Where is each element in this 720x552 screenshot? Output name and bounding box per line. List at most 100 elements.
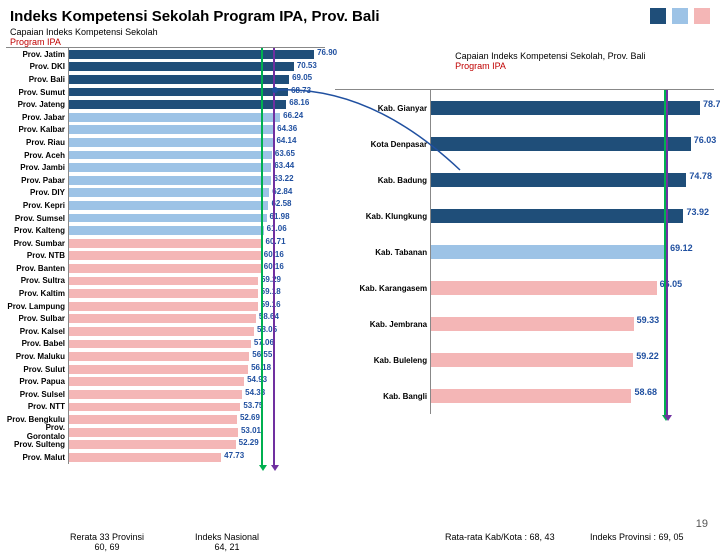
bar-value: 54.93 (247, 375, 267, 384)
bar-label: Prov. Jabar (6, 113, 68, 122)
bar-area: 63.65 (68, 149, 325, 162)
bar-label: Kab. Buleleng (335, 356, 430, 365)
bar-row: Prov. Sulbar58.64 (6, 312, 325, 325)
bar-row: Prov. Sultra59.29 (6, 275, 325, 288)
bar (69, 314, 256, 323)
bar-label: Prov. Kalteng (6, 226, 68, 235)
bar-area: 64.14 (68, 136, 325, 149)
bar-value: 59.22 (636, 351, 659, 361)
bar-area: 63.44 (68, 161, 325, 174)
bar-label: Prov. Aceh (6, 151, 68, 160)
bar-label: Prov. Sumbar (6, 239, 68, 248)
reference-arrow-icon (664, 415, 672, 421)
bar (69, 100, 286, 109)
bar-label: Prov. Papua (6, 377, 68, 386)
bar-value: 47.73 (224, 451, 244, 460)
bar-area: 60.16 (68, 250, 325, 263)
bar-row: Prov. Sumbar 60.71 (6, 237, 325, 250)
bar-area: 74.78 (430, 162, 714, 198)
bar-value: 69.12 (670, 243, 693, 253)
footer-l1: Rerata 33 Provinsi (70, 532, 144, 542)
bar-row: Prov. Kepri62.58 (6, 199, 325, 212)
bar-value: 62.84 (272, 187, 292, 196)
footer-label: Rerata 33 Provinsi60, 69 (70, 532, 144, 552)
bar-area: 61.06 (68, 224, 325, 237)
left-subtitle-l1: Capaian Indeks Kompetensi Sekolah (10, 27, 710, 37)
bar-label: Prov. Lampung (6, 302, 68, 311)
bar-row: Prov. Sumsel61.98 (6, 212, 325, 225)
bar-label: Kab. Jembrana (335, 320, 430, 329)
bar-value: 68.73 (291, 86, 311, 95)
bar-row: Kab. Bangli58.68 (335, 378, 714, 414)
bar (69, 201, 268, 210)
bar-row: Prov. Papua 54.93 (6, 375, 325, 388)
bar-row: Prov. Bali 69.05 (6, 73, 325, 86)
bar-row: Prov. Kaltim59.18 (6, 287, 325, 300)
bar (69, 377, 244, 386)
left-chart: Prov. Jatim76.90Prov. DKI70.53Prov. Bali… (6, 47, 325, 464)
bar (69, 327, 254, 336)
bar-label: Prov. Bali (6, 75, 68, 84)
bar-value: 76.03 (694, 135, 717, 145)
bar-area: 56.18 (68, 363, 325, 376)
bar-area: 66.05 (430, 270, 714, 306)
bar-value: 53.01 (241, 426, 261, 435)
bar-value: 73.92 (686, 207, 709, 217)
bar (431, 389, 631, 403)
left-bars: Prov. Jatim76.90Prov. DKI70.53Prov. Bali… (6, 47, 325, 464)
bar (69, 251, 261, 260)
bar (431, 173, 686, 187)
bar (431, 281, 657, 295)
bar (69, 340, 251, 349)
bar-area: 53.01 (68, 426, 325, 439)
bar (69, 302, 258, 311)
bar (69, 176, 271, 185)
bar-value: 66.24 (283, 111, 303, 120)
bar-row: Prov. Kalteng 61.06 (6, 224, 325, 237)
bar-area: 58.68 (430, 378, 714, 414)
bar-row: Prov. Sulut56.18 (6, 363, 325, 376)
bar (69, 88, 288, 97)
bar (69, 352, 249, 361)
bar-row: Prov. Gorontalo 53.01 (6, 426, 325, 439)
bar-label: Prov. Gorontalo (6, 423, 68, 441)
bar-value: 61.06 (267, 224, 287, 233)
bar-area: 53.75 (68, 401, 325, 414)
bar-row: Prov. Maluku56.55 (6, 350, 325, 363)
bar (69, 62, 294, 71)
bar-label: Prov. Jateng (6, 100, 68, 109)
bar-area: 52.69 (68, 413, 325, 426)
bar-value: 60.71 (266, 237, 286, 246)
bar-value: 69.05 (292, 73, 312, 82)
bar (69, 226, 264, 235)
bar-area: 54.93 (68, 375, 325, 388)
bar-label: Prov. NTB (6, 251, 68, 260)
bar-label: Prov. Kalsel (6, 327, 68, 336)
page-number: 19 (696, 518, 708, 530)
reference-line (273, 48, 275, 465)
bar-row: Prov. Babel57.06 (6, 338, 325, 351)
bar-value: 59.33 (637, 315, 660, 325)
bar (69, 415, 237, 424)
bar (69, 403, 240, 412)
bar (69, 151, 272, 160)
bar (431, 353, 633, 367)
bar-label: Kab. Karangasem (335, 284, 430, 293)
bar-area: 57.06 (68, 338, 325, 351)
bar-area: 59.33 (430, 306, 714, 342)
bar-row: Kab. Klungkung73.92 (335, 198, 714, 234)
bar-area: 62.84 (68, 187, 325, 200)
bar-area: 60.71 (68, 237, 325, 250)
footer-label: Indeks Provinsi : 69, 05 (590, 532, 684, 542)
bar-label: Prov. NTT (6, 402, 68, 411)
bar-row: Kota Denpasar 76.03 (335, 126, 714, 162)
bar-area: 47.73 (68, 451, 325, 464)
bar-row: Prov. DIY62.84 (6, 187, 325, 200)
bar-row: Prov. Sulsel54.33 (6, 388, 325, 401)
right-subtitle-l1: Capaian Indeks Kompetensi Sekolah, Prov.… (455, 51, 645, 61)
bar (69, 214, 267, 223)
bar-label: Kota Denpasar (335, 140, 430, 149)
bar-label: Prov. DKI (6, 62, 68, 71)
left-subtitle: Capaian Indeks Kompetensi Sekolah Progra… (0, 27, 720, 47)
bar-value: 70.53 (297, 61, 317, 70)
